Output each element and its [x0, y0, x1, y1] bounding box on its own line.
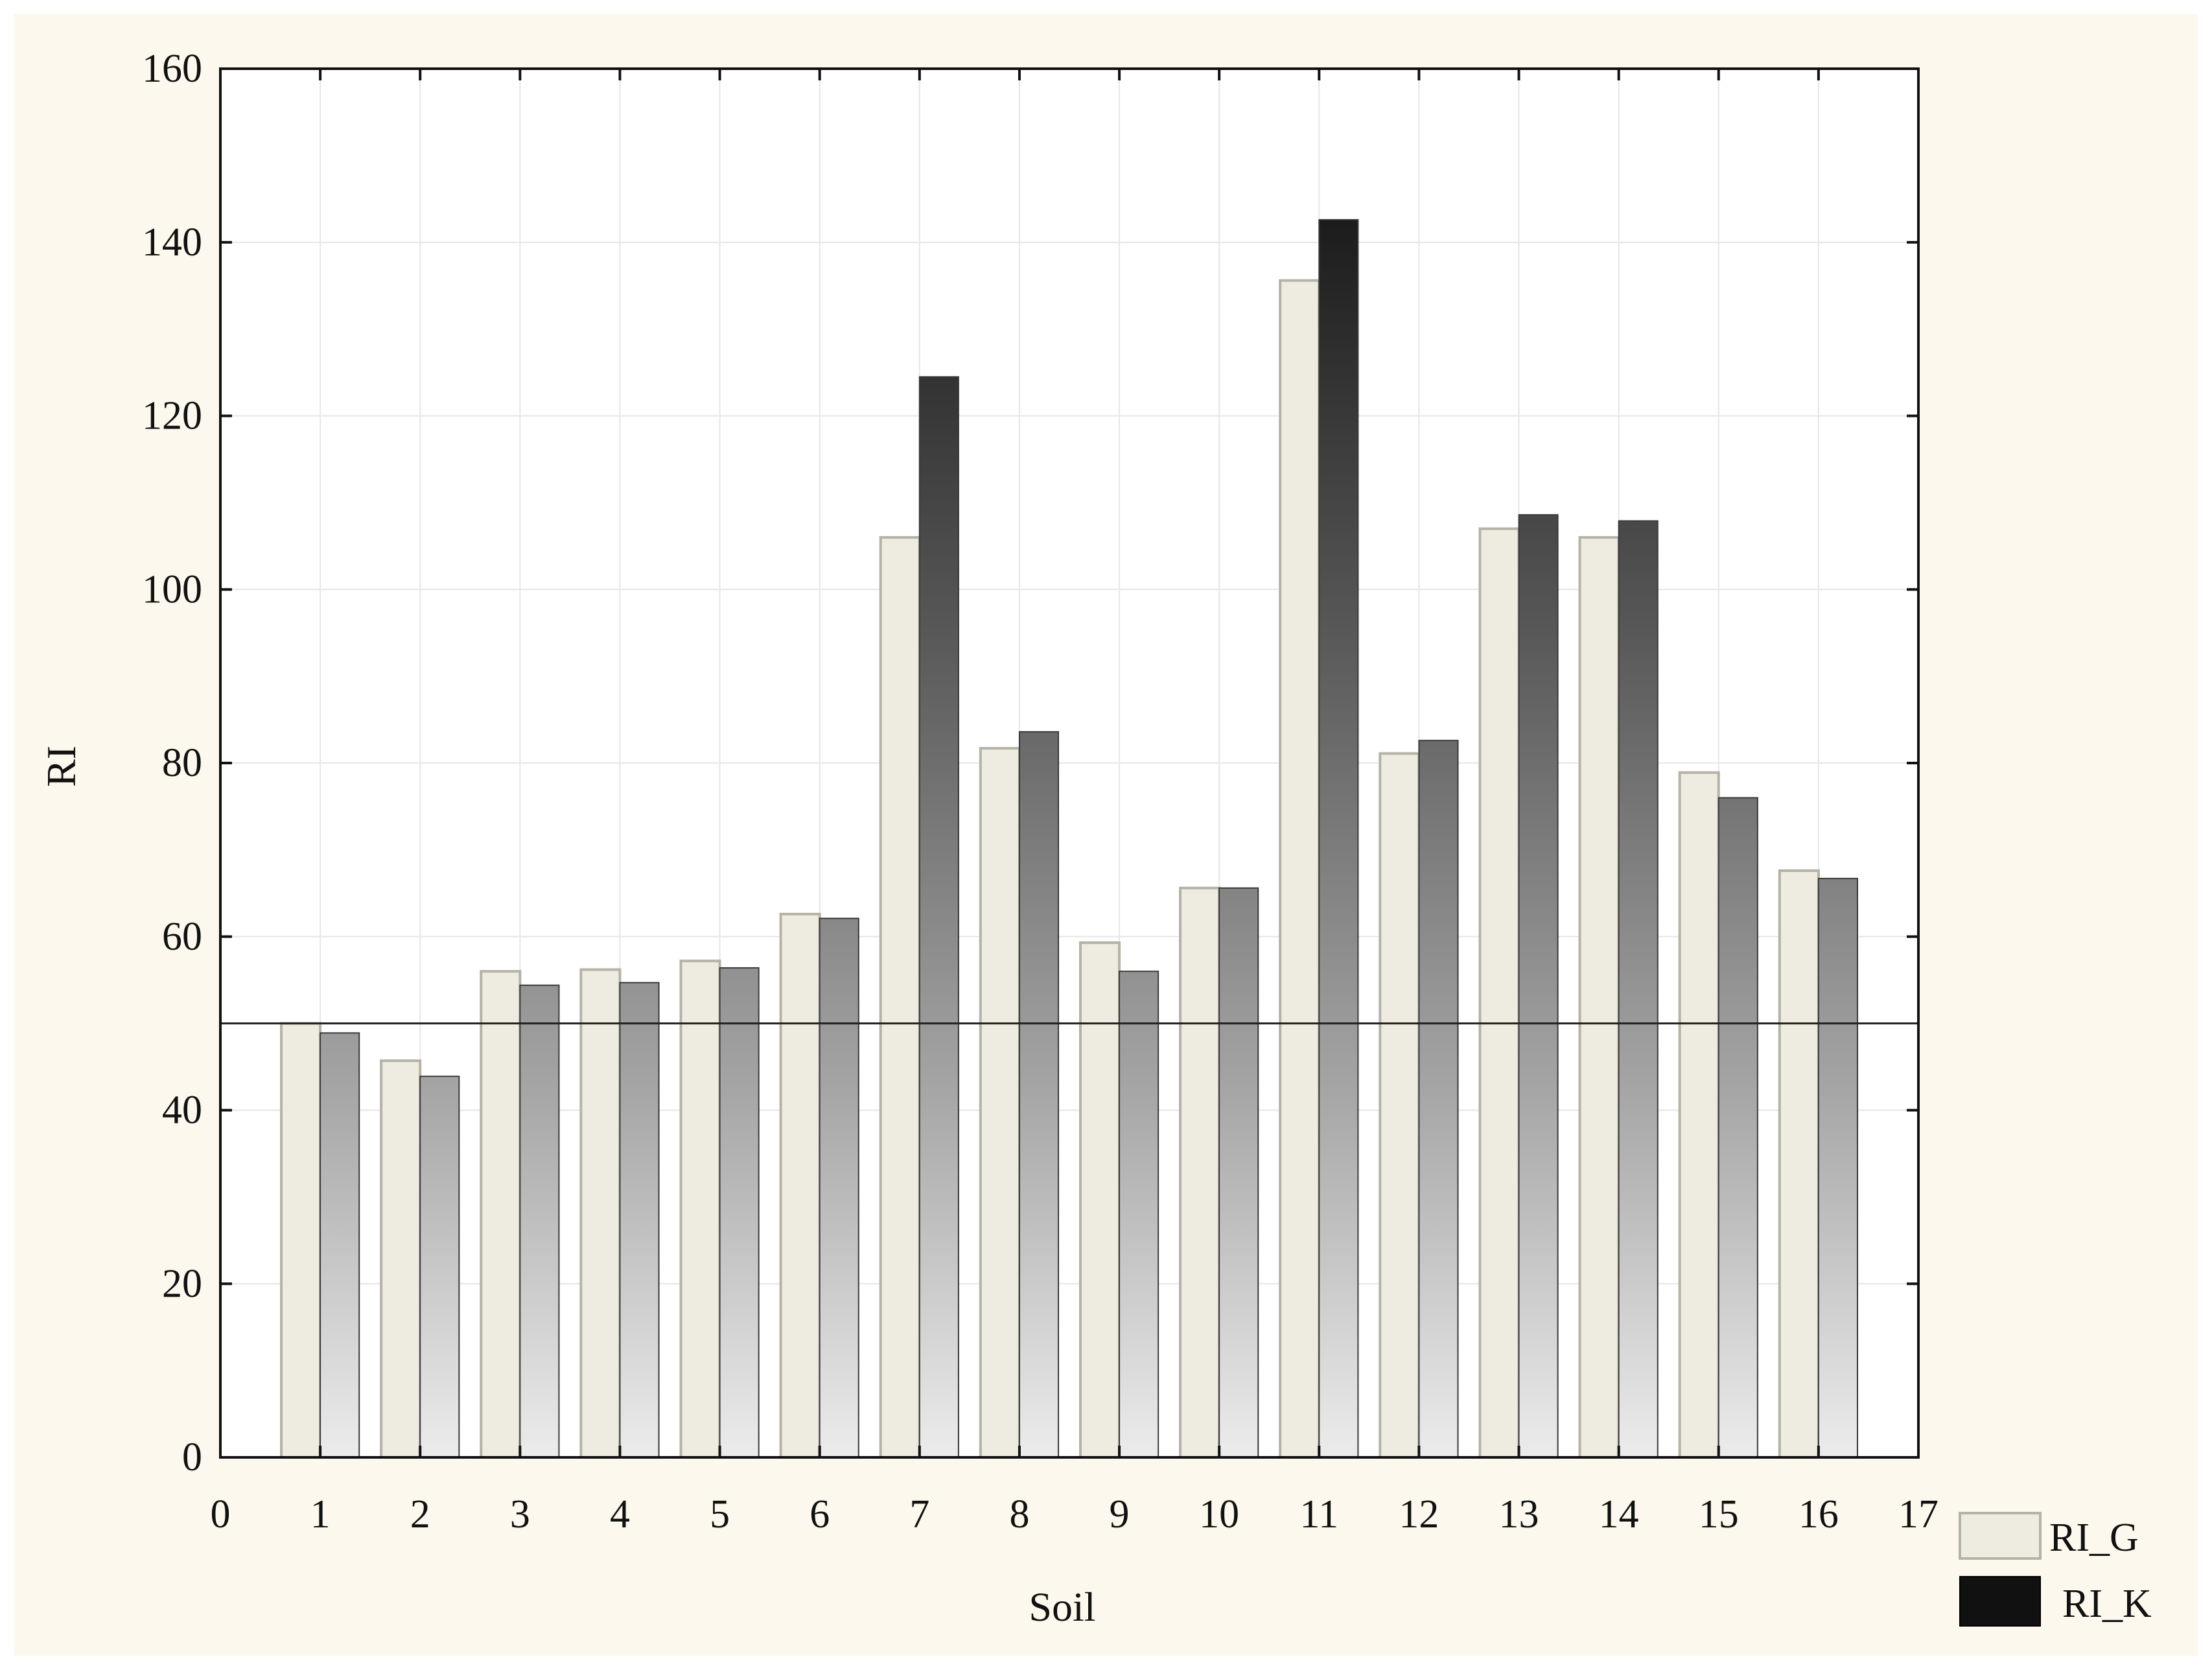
x-tick-label: 12 — [1399, 1492, 1439, 1536]
bar-ri-g-soil-12 — [1379, 752, 1421, 1459]
y-axis-label: RI — [38, 746, 84, 787]
legend-swatch-ri-k — [1959, 1576, 2041, 1627]
chart-frame: 0 20 40 60 80 100 120 140 160 0 1 2 3 4 5 6 7 8 9 10 11 12 13… — [14, 14, 2198, 1656]
x-tick-label: 11 — [1299, 1492, 1338, 1536]
bar-ri-g-soil-14 — [1578, 535, 1620, 1459]
x-axis-label: Soil — [1029, 1584, 1095, 1630]
bar-ri-g-soil-15 — [1678, 771, 1720, 1459]
x-tick-label: 9 — [1110, 1492, 1130, 1536]
bar-ri-g-soil-10 — [1179, 886, 1221, 1459]
legend-label-ri-g: RI_G — [2049, 1516, 2139, 1560]
bar-ri-g-soil-1 — [280, 1022, 322, 1459]
x-tick-label: 4 — [610, 1492, 630, 1536]
bar-ri-g-soil-5 — [679, 959, 721, 1459]
bar-ri-k-soil-9 — [1119, 970, 1159, 1459]
grid — [220, 68, 1919, 1458]
bar-ri-k-soil-5 — [719, 967, 760, 1458]
x-tick-label: 0 — [211, 1492, 231, 1536]
bar-ri-g-soil-3 — [480, 970, 522, 1459]
y-tick-label: 160 — [142, 47, 202, 91]
x-tick-label: 16 — [1799, 1492, 1839, 1536]
x-tick-label: 17 — [1898, 1492, 1938, 1536]
x-tick-label: 7 — [909, 1492, 929, 1536]
bar-ri-k-soil-4 — [619, 982, 660, 1458]
x-tick-label: 15 — [1699, 1492, 1739, 1536]
bar-ri-k-soil-14 — [1618, 520, 1659, 1458]
bar-ri-g-soil-16 — [1778, 869, 1820, 1459]
y-tick-label: 0 — [182, 1435, 202, 1479]
bar-ri-g-soil-6 — [779, 912, 821, 1459]
x-tick-label: 3 — [510, 1492, 530, 1536]
y-tick-label: 40 — [162, 1088, 202, 1133]
bar-ri-k-soil-2 — [419, 1076, 460, 1458]
bar-ri-k-soil-13 — [1518, 514, 1559, 1458]
y-tick-label: 140 — [142, 220, 202, 265]
y-tick-label: 120 — [142, 394, 202, 438]
bars — [280, 218, 1858, 1459]
legend-swatch-ri-g — [1959, 1512, 2042, 1560]
x-tick-label: 5 — [710, 1492, 730, 1536]
y-tick-label: 80 — [162, 741, 202, 785]
bar-ri-g-soil-13 — [1478, 527, 1520, 1459]
x-tick-label: 1 — [310, 1492, 331, 1536]
x-axis-tick-labels: 0 1 2 3 4 5 6 7 8 9 10 11 12 13 14 15 16 17 — [211, 1492, 1939, 1536]
bar-ri-g-soil-11 — [1279, 279, 1321, 1459]
bar-ri-g-soil-2 — [380, 1059, 422, 1459]
x-tick-label: 13 — [1499, 1492, 1539, 1536]
bar-ri-k-soil-16 — [1817, 878, 1858, 1458]
bar-ri-g-soil-8 — [979, 747, 1021, 1459]
bar-ri-g-soil-4 — [579, 968, 622, 1459]
bar-ri-k-soil-1 — [320, 1032, 360, 1458]
bar-ri-g-soil-9 — [1078, 941, 1121, 1459]
bar-ri-k-soil-10 — [1218, 887, 1259, 1458]
bar-ri-k-soil-12 — [1418, 740, 1459, 1458]
y-tick-label: 60 — [162, 915, 202, 959]
x-tick-label: 6 — [809, 1492, 830, 1536]
bar-ri-k-soil-11 — [1318, 218, 1359, 1458]
y-tick-label: 20 — [162, 1262, 202, 1306]
bar-ri-k-soil-6 — [819, 917, 859, 1458]
x-tick-label: 10 — [1199, 1492, 1239, 1536]
axes — [219, 67, 1920, 1459]
x-tick-label: 8 — [1009, 1492, 1029, 1536]
y-tick-label: 100 — [142, 567, 202, 611]
bar-ri-k-soil-7 — [918, 376, 959, 1458]
bar-ri-k-soil-3 — [519, 984, 560, 1458]
legend-label-ri-k: RI_K — [2062, 1582, 2152, 1626]
legend: RI_G RI_K — [1959, 1512, 2152, 1627]
bar-ri-g-soil-7 — [879, 535, 921, 1459]
y-axis-tick-labels: 0 20 40 60 80 100 120 140 160 — [142, 47, 202, 1479]
bar-ri-k-soil-15 — [1717, 797, 1758, 1459]
x-tick-label: 2 — [410, 1492, 430, 1536]
x-tick-label: 14 — [1599, 1492, 1639, 1536]
bar-ri-k-soil-8 — [1018, 731, 1060, 1458]
